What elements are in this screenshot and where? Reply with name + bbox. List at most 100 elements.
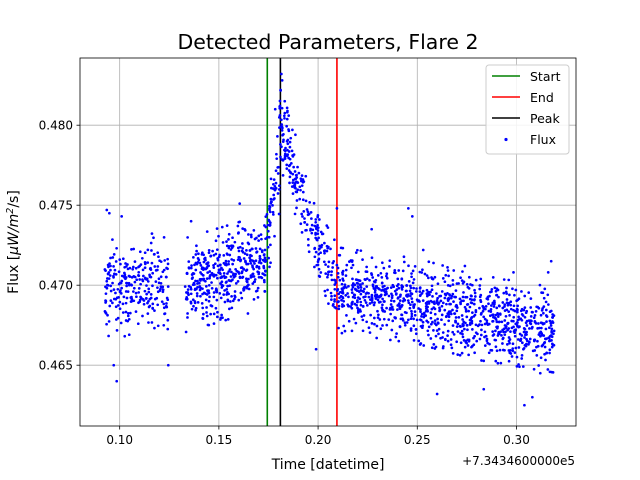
flux-point xyxy=(495,306,499,310)
flux-point xyxy=(511,347,515,350)
flux-point xyxy=(545,315,549,318)
flux-point xyxy=(479,319,482,323)
flux-point xyxy=(201,306,205,310)
flux-point xyxy=(112,288,116,292)
flux-point xyxy=(214,273,218,277)
flux-point xyxy=(211,273,215,277)
flux-point xyxy=(323,241,326,245)
flux-point xyxy=(230,246,234,250)
flux-point xyxy=(257,265,261,269)
flux-point xyxy=(104,301,107,304)
flux-point xyxy=(414,328,418,331)
flux-point xyxy=(342,324,346,328)
flux-point xyxy=(424,309,428,313)
flux-point xyxy=(331,304,335,307)
flux-point xyxy=(186,236,189,239)
flux-point xyxy=(108,274,112,277)
flux-point xyxy=(387,318,391,321)
flux-point xyxy=(550,335,554,339)
flux-point xyxy=(380,289,383,292)
flux-point xyxy=(418,300,421,303)
flux-point xyxy=(446,339,450,343)
flux-point xyxy=(480,323,484,327)
flux-point xyxy=(210,286,214,290)
flux-point xyxy=(154,280,158,283)
flux-point xyxy=(306,210,310,214)
flux-point xyxy=(206,261,209,265)
flux-point xyxy=(217,234,220,238)
flux-point xyxy=(385,272,389,276)
flux-point xyxy=(544,327,548,331)
flux-point xyxy=(142,299,146,302)
flux-point xyxy=(207,299,211,303)
flux-point xyxy=(539,313,543,317)
flux-point xyxy=(166,257,169,261)
flux-point xyxy=(519,317,523,321)
flux-point xyxy=(118,307,122,311)
flux-point xyxy=(218,292,222,295)
flux-point xyxy=(374,297,378,300)
flux-point xyxy=(470,298,474,302)
flux-point xyxy=(343,329,347,333)
flux-point xyxy=(527,291,531,294)
flux-point xyxy=(516,304,519,308)
flux-point xyxy=(505,343,509,346)
flux-point xyxy=(364,301,368,304)
flux-point xyxy=(288,145,292,149)
flux-point xyxy=(374,293,377,297)
flux-point xyxy=(423,272,427,276)
flux-point xyxy=(162,235,166,239)
flux-point xyxy=(464,309,468,313)
flux-point xyxy=(301,215,304,218)
flux-point xyxy=(407,301,411,305)
flux-point xyxy=(503,305,506,308)
flux-point xyxy=(400,287,404,291)
flux-point xyxy=(147,321,150,324)
flux-point xyxy=(552,343,555,347)
flux-point xyxy=(345,314,348,317)
flux-point xyxy=(150,232,154,235)
flux-point xyxy=(256,286,260,290)
flux-point xyxy=(474,308,478,312)
flux-point xyxy=(528,337,532,341)
flux-point xyxy=(496,325,499,329)
flux-point xyxy=(276,172,280,175)
flux-point xyxy=(143,251,147,255)
flux-point xyxy=(523,344,527,347)
flux-point xyxy=(189,300,193,304)
flux-point xyxy=(287,128,290,131)
flux-point xyxy=(320,232,324,236)
flux-point xyxy=(278,104,282,108)
flux-point xyxy=(142,302,146,306)
flux-point xyxy=(275,157,279,161)
flux-point xyxy=(225,252,229,256)
flux-point xyxy=(260,250,264,254)
flux-point xyxy=(509,307,513,311)
flux-point xyxy=(208,295,211,299)
flux-point xyxy=(246,241,250,245)
flux-point xyxy=(241,247,245,250)
flux-point xyxy=(516,338,520,341)
flux-point xyxy=(370,301,374,304)
flux-point xyxy=(455,340,459,344)
flux-point xyxy=(368,278,371,282)
flux-point xyxy=(325,249,329,253)
flux-point xyxy=(517,297,521,301)
flux-point xyxy=(215,298,219,302)
flux-point xyxy=(370,227,373,231)
flux-point xyxy=(420,318,423,322)
flux-point xyxy=(240,266,244,269)
flux-point xyxy=(273,234,276,238)
x-axis-ticks: 0.10 0.15 0.20 0.25 0.30 xyxy=(106,426,530,447)
flux-point xyxy=(272,182,275,186)
flux-point xyxy=(513,334,517,338)
flux-point xyxy=(498,348,502,352)
flux-point xyxy=(340,282,344,286)
flux-point xyxy=(303,217,306,220)
flux-point xyxy=(262,265,266,269)
flux-point xyxy=(361,289,364,293)
flux-point xyxy=(234,267,237,271)
flux-point xyxy=(373,287,377,290)
flux-point xyxy=(454,316,458,319)
flux-point xyxy=(109,284,113,288)
